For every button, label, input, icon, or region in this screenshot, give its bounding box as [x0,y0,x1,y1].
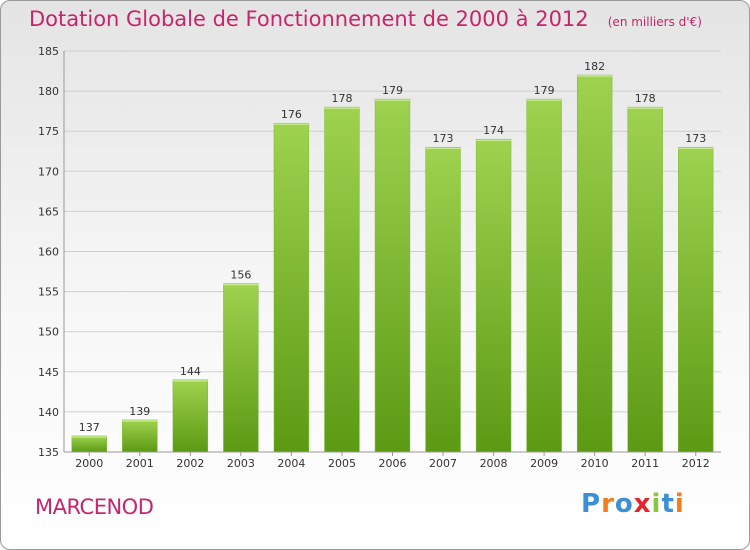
bars [71,74,714,453]
data-label: 182 [584,60,605,73]
x-tick-label: 2003 [227,457,255,470]
y-tick-label: 180 [38,85,59,98]
y-tick-label: 155 [38,286,59,299]
logo-letter: o [614,489,634,519]
y-tick-label: 165 [38,205,59,218]
y-tick-label: 175 [38,125,59,138]
bar [273,122,310,453]
x-tick-label: 2012 [682,457,710,470]
commune-name: MARCENOD [35,495,154,519]
data-label: 174 [483,124,504,137]
title-row: Dotation Globale de Fonctionnement de 20… [29,7,702,31]
y-tick-label: 135 [38,446,59,459]
data-label: 144 [180,365,201,378]
y-tick-label: 140 [38,406,59,419]
bar [475,138,512,453]
y-tick-label: 185 [38,45,59,58]
data-label: 179 [382,84,403,97]
logo-letter: i [651,489,662,519]
x-tick-label: 2001 [126,457,154,470]
bar [223,283,259,453]
y-axis: 135 140 145 150 155 160 165 170 175 180 185 [38,45,721,459]
y-tick-label: 160 [38,246,59,259]
bar [425,146,461,453]
logo-letter: r [601,489,615,519]
data-labels: 137 139 144 156 176 178 179 173 174 179 182 178 173 [79,60,706,434]
x-tick-label: 2009 [530,457,558,470]
data-label: 137 [79,421,100,434]
bar [627,106,663,453]
bar [374,98,411,453]
logo-letter: t [661,489,675,519]
logo-letter: i [674,489,685,519]
chart-subtitle: (en milliers d'€) [607,15,702,29]
data-label: 139 [129,405,150,418]
data-label: 176 [281,108,302,121]
y-tick-label: 150 [38,326,59,339]
x-tick-label: 2005 [328,457,356,470]
bar [526,98,562,453]
x-tick-label: 2004 [277,457,305,470]
x-axis: 2000 2001 2002 2003 2004 2005 2006 2007 2008 2009… [75,452,710,470]
y-tick-label: 170 [38,165,59,178]
bar [576,74,613,453]
logo-letter: P [581,489,602,519]
bar [678,146,714,453]
bar [71,435,107,453]
data-label: 178 [635,92,656,105]
x-tick-label: 2011 [631,457,659,470]
x-tick-label: 2006 [379,457,407,470]
data-label: 173 [433,132,454,145]
logo-letter: x [633,489,652,519]
bar [122,419,158,453]
bar [324,106,360,453]
chart-title: Dotation Globale de Fonctionnement de 20… [29,7,589,31]
data-label: 178 [331,92,352,105]
x-tick-label: 2010 [581,457,609,470]
data-label: 179 [534,84,555,97]
x-tick-label: 2008 [480,457,508,470]
data-label: 173 [685,132,706,145]
y-tick-label: 145 [38,366,59,379]
proxiti-logo[interactable]: Proxiti [581,489,685,519]
x-tick-label: 2002 [176,457,204,470]
bar [172,379,209,453]
data-label: 156 [230,269,251,282]
x-tick-label: 2007 [429,457,457,470]
x-tick-label: 2000 [75,457,103,470]
